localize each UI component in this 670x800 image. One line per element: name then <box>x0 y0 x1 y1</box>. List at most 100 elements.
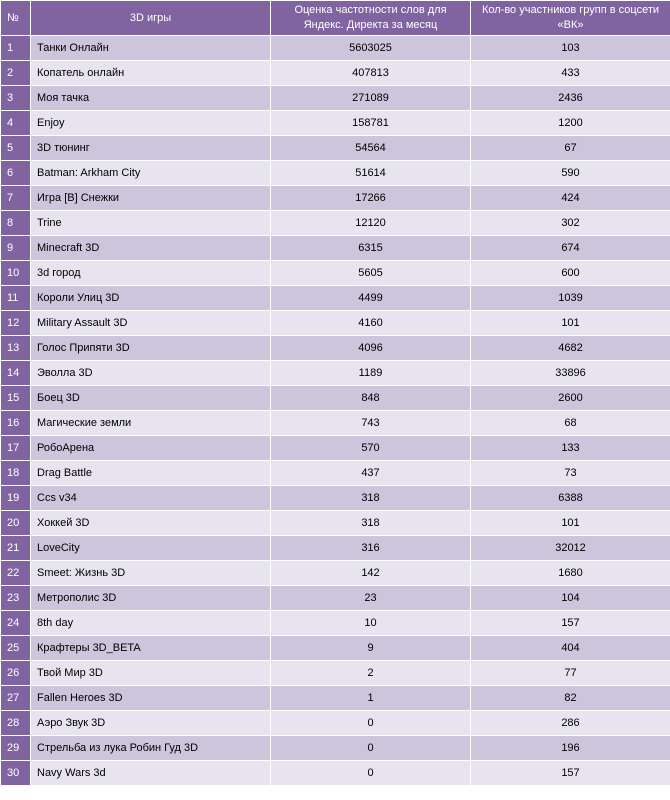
vk-members-value: 600 <box>470 260 670 286</box>
game-name: Navy Wars 3d <box>30 760 271 786</box>
vk-members-value: 104 <box>470 585 670 611</box>
vk-members-value: 404 <box>470 635 670 661</box>
vk-members-value: 424 <box>470 185 670 211</box>
game-name: LoveCity <box>30 535 271 561</box>
game-name: 3D тюнинг <box>30 135 271 161</box>
vk-members-value: 196 <box>470 735 670 761</box>
game-name: Крафтеры 3D_BETA <box>30 635 271 661</box>
vk-members-value: 82 <box>470 685 670 711</box>
table-row: 16 Магические земли 743 68 <box>0 410 670 436</box>
row-number: 25 <box>0 635 31 661</box>
table-row: 18 Drag Battle 437 73 <box>0 460 670 486</box>
vk-members-value: 433 <box>470 60 670 86</box>
frequency-value: 142 <box>270 560 471 586</box>
game-name: Голос Припяти 3D <box>30 335 271 361</box>
frequency-value: 10 <box>270 610 471 636</box>
vk-members-value: 1680 <box>470 560 670 586</box>
table-row: 23 Метрополис 3D 23 104 <box>0 585 670 611</box>
frequency-value: 4096 <box>270 335 471 361</box>
game-name: Drag Battle <box>30 460 271 486</box>
game-name: Короли Улиц 3D <box>30 285 271 311</box>
table-row: 8 Trine 12120 302 <box>0 210 670 236</box>
vk-members-value: 6388 <box>470 485 670 511</box>
frequency-value: 4499 <box>270 285 471 311</box>
vk-members-value: 32012 <box>470 535 670 561</box>
game-name: Игра [В] Снежки <box>30 185 271 211</box>
frequency-value: 0 <box>270 760 471 786</box>
game-name: Enjoy <box>30 110 271 136</box>
frequency-value: 51614 <box>270 160 471 186</box>
game-name: 8th day <box>30 610 271 636</box>
game-name: Trine <box>30 210 271 236</box>
table-row: 29 Стрельба из лука Робин Гуд 3D 0 196 <box>0 735 670 761</box>
frequency-value: 318 <box>270 485 471 511</box>
row-number: 20 <box>0 510 31 536</box>
table-row: 6 Batman: Arkham City 51614 590 <box>0 160 670 186</box>
row-number: 8 <box>0 210 31 236</box>
table-header: № 3D игры Оценка частотности слов для Ян… <box>0 0 670 36</box>
table-row: 11 Короли Улиц 3D 4499 1039 <box>0 285 670 311</box>
row-number: 27 <box>0 685 31 711</box>
table-row: 5 3D тюнинг 54564 67 <box>0 135 670 161</box>
row-number: 7 <box>0 185 31 211</box>
table-row: 9 Minecraft 3D 6315 674 <box>0 235 670 261</box>
row-number: 5 <box>0 135 31 161</box>
row-number: 26 <box>0 660 31 686</box>
frequency-value: 17266 <box>270 185 471 211</box>
vk-members-value: 674 <box>470 235 670 261</box>
frequency-value: 0 <box>270 710 471 736</box>
table-row: 17 РобоАрена 570 133 <box>0 435 670 461</box>
table-row: 4 Enjoy 158781 1200 <box>0 110 670 136</box>
game-name: Магические земли <box>30 410 271 436</box>
row-number: 1 <box>0 35 31 61</box>
row-number: 11 <box>0 285 31 311</box>
row-number: 2 <box>0 60 31 86</box>
row-number: 19 <box>0 485 31 511</box>
table-row: 21 LoveCity 316 32012 <box>0 535 670 561</box>
header-frequency: Оценка частотности слов для Яндекс. Дире… <box>270 0 471 36</box>
frequency-value: 0 <box>270 735 471 761</box>
vk-members-value: 302 <box>470 210 670 236</box>
vk-members-value: 2436 <box>470 85 670 111</box>
row-number: 15 <box>0 385 31 411</box>
table-row: 13 Голос Припяти 3D 4096 4682 <box>0 335 670 361</box>
table-row: 25 Крафтеры 3D_BETA 9 404 <box>0 635 670 661</box>
game-name: Minecraft 3D <box>30 235 271 261</box>
row-number: 30 <box>0 760 31 786</box>
row-number: 22 <box>0 560 31 586</box>
frequency-value: 2 <box>270 660 471 686</box>
game-name: Smeet: Жизнь 3D <box>30 560 271 586</box>
vk-members-value: 101 <box>470 510 670 536</box>
game-name: Боец 3D <box>30 385 271 411</box>
frequency-value: 407813 <box>270 60 471 86</box>
vk-members-value: 157 <box>470 760 670 786</box>
game-name: Fallen Heroes 3D <box>30 685 271 711</box>
frequency-value: 743 <box>270 410 471 436</box>
table-row: 27 Fallen Heroes 3D 1 82 <box>0 685 670 711</box>
table-row: 22 Smeet: Жизнь 3D 142 1680 <box>0 560 670 586</box>
header-number: № <box>0 0 31 36</box>
frequency-value: 6315 <box>270 235 471 261</box>
header-game: 3D игры <box>30 0 271 36</box>
row-number: 21 <box>0 535 31 561</box>
vk-members-value: 590 <box>470 160 670 186</box>
row-number: 4 <box>0 110 31 136</box>
row-number: 12 <box>0 310 31 336</box>
game-name: Хоккей 3D <box>30 510 271 536</box>
frequency-value: 1 <box>270 685 471 711</box>
vk-members-value: 133 <box>470 435 670 461</box>
vk-members-value: 68 <box>470 410 670 436</box>
game-name: Копатель онлайн <box>30 60 271 86</box>
vk-members-value: 33896 <box>470 360 670 386</box>
row-number: 18 <box>0 460 31 486</box>
frequency-value: 848 <box>270 385 471 411</box>
frequency-value: 318 <box>270 510 471 536</box>
frequency-value: 271089 <box>270 85 471 111</box>
frequency-value: 23 <box>270 585 471 611</box>
game-name: Моя тачка <box>30 85 271 111</box>
table-row: 10 3d город 5605 600 <box>0 260 670 286</box>
vk-members-value: 73 <box>470 460 670 486</box>
table-row: 19 Ccs v34 318 6388 <box>0 485 670 511</box>
game-name: Эволла 3D <box>30 360 271 386</box>
